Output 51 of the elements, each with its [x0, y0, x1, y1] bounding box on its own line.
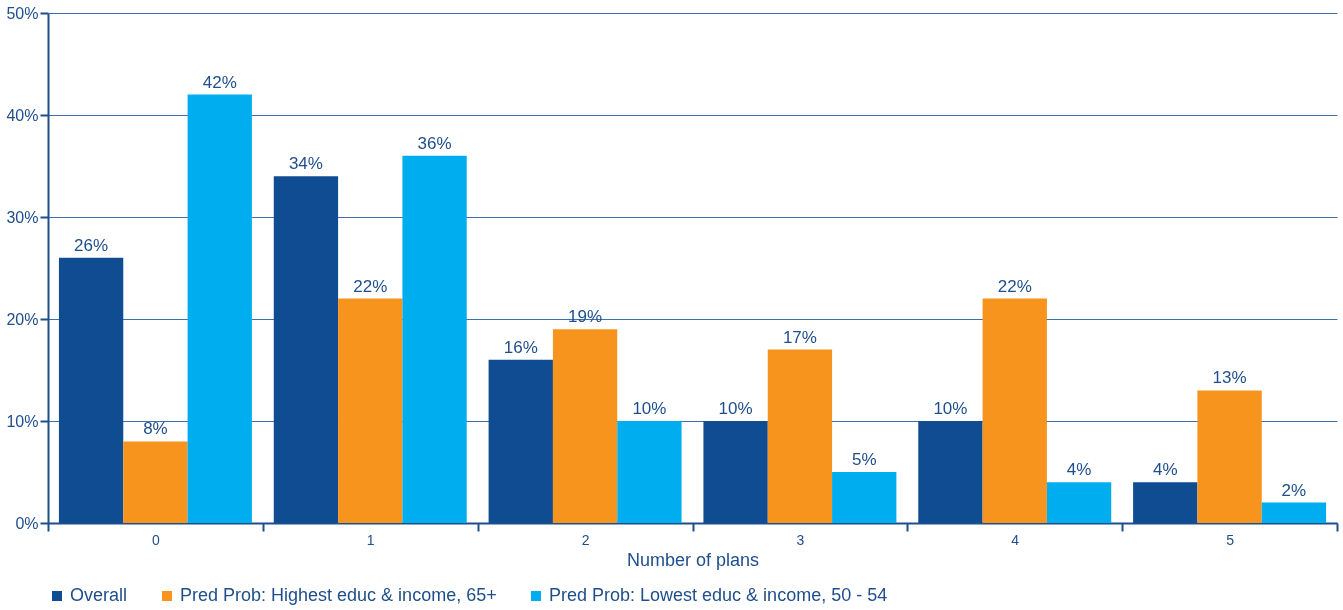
x-tick-label: 5 [1226, 531, 1235, 548]
data-label: 4% [1066, 460, 1092, 480]
bar [488, 359, 553, 523]
bar [918, 421, 983, 523]
bar [617, 421, 682, 523]
data-label: 5% [851, 450, 877, 469]
data-label: 26% [74, 235, 109, 255]
y-tick-label: 40% [6, 106, 39, 124]
y-tick-label: 20% [6, 310, 39, 328]
data-label: 8% [143, 419, 168, 439]
x-tick-label: 1 [366, 531, 375, 548]
data-label: 10% [632, 399, 667, 418]
x-tick-label: 2 [581, 531, 590, 548]
x-tick-label: 3 [796, 531, 805, 548]
x-axis-title: Number of plans [626, 549, 760, 570]
legend-label: Overall [70, 585, 128, 605]
data-label: 36% [417, 133, 452, 153]
y-tick-label: 10% [6, 412, 39, 430]
bar [1261, 502, 1327, 523]
bar [58, 257, 124, 523]
data-label: 34% [288, 154, 323, 174]
bar [832, 472, 897, 523]
data-label: 13% [1212, 368, 1247, 388]
bar [1046, 482, 1112, 523]
bar [982, 298, 1047, 523]
bar [703, 421, 768, 523]
bar [402, 155, 467, 523]
data-label: 10% [718, 399, 753, 418]
data-label: 17% [782, 327, 817, 347]
bar [552, 329, 618, 523]
y-tick-label: 50% [6, 4, 39, 22]
data-label: 22% [353, 276, 388, 296]
y-tick-label: 30% [6, 208, 39, 226]
legend-label: Pred Prob: Highest educ & income, 65+ [180, 585, 497, 605]
data-label: 2% [1281, 480, 1307, 500]
y-tick-label: 0% [15, 514, 39, 532]
data-label: 16% [503, 337, 538, 357]
data-label: 42% [202, 72, 237, 92]
bar [187, 94, 252, 523]
bar [273, 176, 339, 523]
bar [338, 298, 403, 523]
bar [1133, 482, 1198, 523]
bar [1197, 390, 1262, 523]
x-tick-label: 4 [1011, 531, 1020, 548]
bar [767, 349, 833, 523]
x-tick-label: 0 [152, 531, 161, 548]
data-label: 10% [933, 399, 968, 418]
data-label: 22% [997, 276, 1032, 296]
legend-label: Pred Prob: Lowest educ & income, 50 - 54 [549, 585, 888, 605]
bar [123, 441, 188, 523]
data-label: 4% [1152, 460, 1178, 480]
